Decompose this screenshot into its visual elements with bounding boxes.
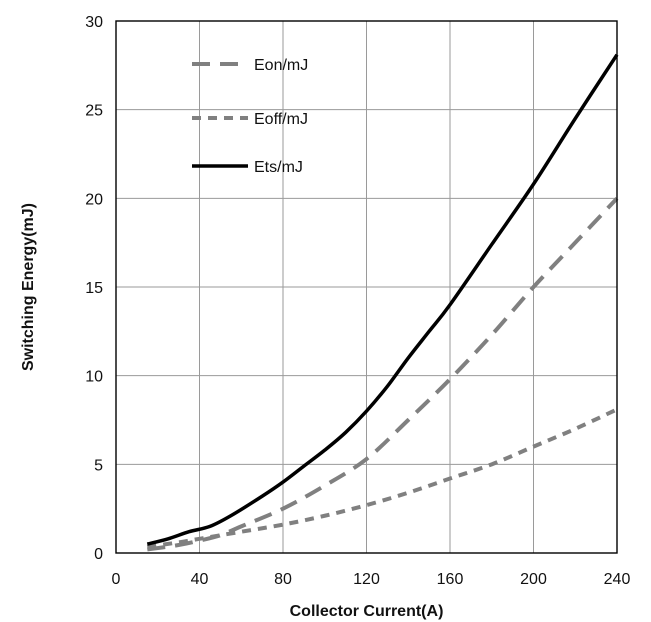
- series-line-eon: [147, 196, 619, 552]
- y-tick-label: 10: [85, 369, 103, 386]
- x-tick-label: 0: [112, 571, 121, 588]
- grid: [116, 21, 617, 553]
- y-axis-title: Switching Energy(mJ): [20, 203, 37, 371]
- legend-label-ets: Ets/mJ: [254, 159, 303, 176]
- y-tick-label: 30: [85, 14, 103, 31]
- x-tick-label: 160: [437, 571, 464, 588]
- x-tick-label: 120: [353, 571, 380, 588]
- x-axis-ticks: 0 40 80 120 160 200 240: [112, 571, 631, 588]
- series-line-eoff: [147, 407, 618, 549]
- y-tick-label: 15: [85, 280, 103, 297]
- plot-frame: [115, 20, 618, 554]
- y-tick-label: 20: [85, 191, 103, 208]
- y-tick-label: 25: [85, 103, 103, 120]
- x-tick-label: 200: [520, 571, 547, 588]
- y-axis-ticks: 0 5 10 15 20 25 30: [85, 14, 103, 563]
- series-line-ets: [146, 53, 619, 546]
- legend: Eon/mJ Eoff/mJ Ets/mJ: [192, 57, 308, 176]
- x-tick-label: 40: [191, 571, 209, 588]
- x-tick-label: 240: [604, 571, 631, 588]
- y-tick-label: 0: [94, 546, 103, 563]
- curves: [146, 53, 619, 552]
- legend-label-eoff: Eoff/mJ: [254, 111, 308, 128]
- y-tick-label: 5: [94, 457, 103, 474]
- x-axis-title: Collector Current(A): [290, 603, 444, 620]
- x-tick-label: 80: [274, 571, 292, 588]
- legend-label-eon: Eon/mJ: [254, 57, 308, 74]
